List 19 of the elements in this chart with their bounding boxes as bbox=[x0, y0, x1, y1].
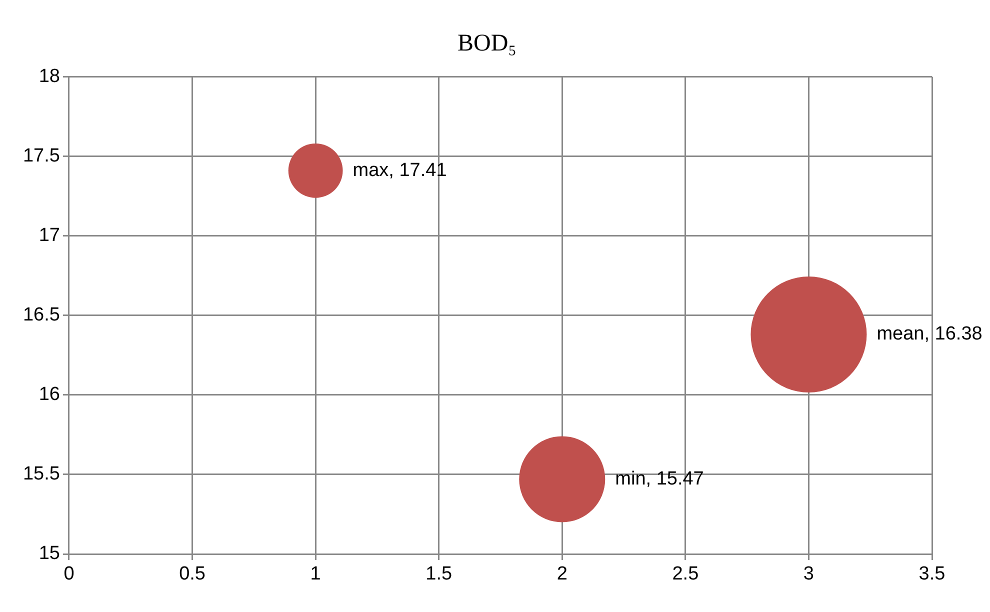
y-tick-label: 17 bbox=[38, 225, 60, 246]
chart-title: BOD₅ bbox=[457, 30, 517, 57]
y-tick-label: 17.5 bbox=[22, 146, 60, 167]
x-tick-label: 1.5 bbox=[426, 564, 452, 585]
data-label: max, 17.41 bbox=[352, 160, 447, 181]
y-tick-label: 16.5 bbox=[22, 304, 60, 326]
y-tick-label: 16 bbox=[38, 384, 60, 406]
x-tick-label: 0 bbox=[64, 564, 74, 585]
x-tick-label: 1 bbox=[310, 564, 321, 585]
data-label: min, 15.47 bbox=[615, 468, 704, 490]
y-tick-label: 18 bbox=[38, 66, 60, 88]
x-tick-label: 3 bbox=[803, 564, 814, 585]
data-label: mean, 16.38 bbox=[876, 324, 982, 345]
x-tick-label: 3.5 bbox=[918, 564, 946, 585]
x-tick-label: 0.5 bbox=[179, 564, 206, 585]
x-tick-label: 2 bbox=[556, 564, 568, 585]
y-tick-label: 15.5 bbox=[22, 464, 60, 485]
x-tick-label: 2.5 bbox=[672, 564, 699, 585]
y-tick-label: 15 bbox=[38, 543, 60, 564]
